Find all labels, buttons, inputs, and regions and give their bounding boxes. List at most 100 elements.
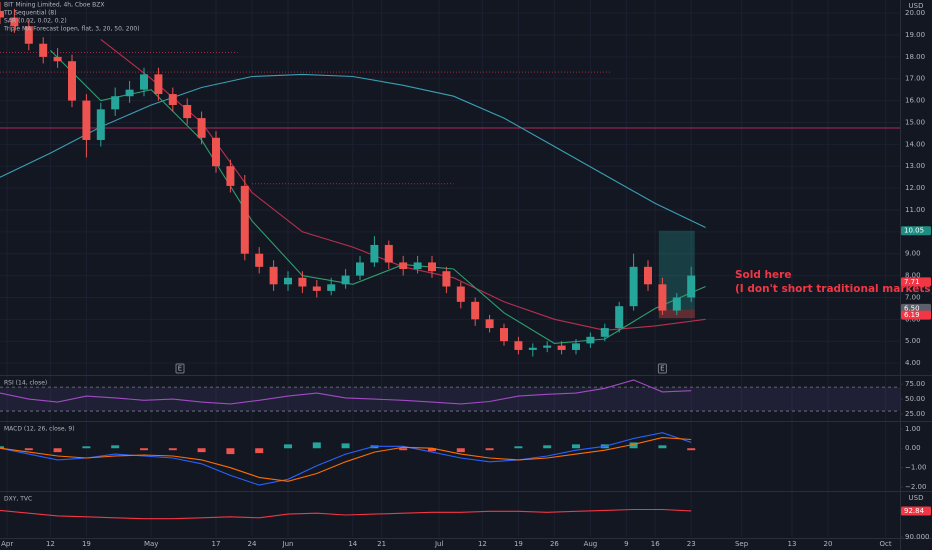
x-tick-label: 12 [478, 540, 487, 548]
x-tick-label: 21 [377, 540, 386, 548]
candle-body [514, 341, 523, 350]
x-tick-label: Sep [735, 540, 749, 548]
macd-histogram-bar [399, 448, 408, 451]
macd-histogram-bar [456, 448, 465, 453]
macd-histogram-bar [53, 448, 62, 453]
marks [0, 2, 900, 520]
candle-body [298, 277, 307, 287]
price-label: 6.19 [904, 311, 920, 319]
candle-body [0, 10, 4, 18]
price-label-box [901, 226, 931, 236]
x-tick-label: 12 [46, 540, 55, 548]
candle-body [240, 185, 249, 254]
y-tick-label: 15.00 [905, 118, 925, 126]
x-tick-label: 14 [348, 540, 357, 548]
indicator-legend: TD Sequential (8) [3, 10, 57, 17]
x-tick-label: 13 [788, 540, 797, 548]
event-marker [175, 363, 185, 374]
x-tick-label: 17 [212, 540, 221, 548]
candle-body [140, 74, 148, 90]
candle-body [399, 262, 408, 270]
rsi-band [0, 387, 900, 412]
x-tick-label: Jul [434, 540, 444, 548]
y-tick-label: −2.00 [905, 483, 926, 491]
macd-histogram-bar [341, 443, 350, 449]
candle-body [543, 345, 552, 348]
candle-body [658, 284, 667, 311]
y-tick-label: 5.00 [905, 337, 921, 345]
candle-body [183, 104, 192, 119]
candle-body [312, 286, 321, 291]
candle-body [370, 244, 379, 263]
price-label-box [901, 310, 931, 320]
macd-histogram-bar [572, 444, 580, 449]
x-tick-label: 20 [824, 540, 833, 548]
price-label-box [901, 303, 931, 313]
x-tick-label: 26 [550, 540, 559, 548]
moving-average [0, 73, 706, 228]
candle-body [557, 345, 566, 350]
candle-body [212, 137, 220, 167]
candle-body [384, 244, 393, 263]
y-tick-label: 19.00 [905, 31, 925, 39]
macd-histogram-bar [226, 448, 235, 455]
macd-histogram-bar [111, 445, 120, 449]
candle-body [687, 275, 696, 298]
candle-body [471, 301, 480, 320]
macd-histogram-bar [312, 442, 321, 449]
x-tick-label: Aug [584, 540, 598, 548]
candle-body [96, 109, 105, 140]
candle-body [168, 94, 177, 105]
macd-histogram-bar [284, 444, 292, 449]
moving-average [50, 49, 706, 344]
macd-line [0, 437, 692, 482]
y-tick-label: 75.00 [905, 380, 925, 388]
price-label: 92.84 [904, 507, 925, 515]
grid [0, 0, 903, 538]
macd-histogram-bar [168, 448, 177, 451]
y-tick-label: 9.00 [905, 250, 921, 258]
candle-body [284, 277, 292, 285]
macd-histogram-bar [687, 448, 696, 451]
x-tick-label: Jun [282, 540, 294, 548]
candle-body [600, 328, 609, 337]
candle-body [255, 253, 264, 267]
macd-histogram-bar [140, 448, 148, 451]
candle-body [528, 347, 537, 350]
annotation: (I don't short traditional markets) [735, 283, 932, 295]
y-tick-label: 16.00 [905, 97, 925, 105]
x-tick-label: 19 [82, 540, 91, 548]
y-tick-label: 7.00 [905, 293, 921, 301]
candle-body [442, 271, 451, 287]
candle-body [68, 61, 76, 101]
candle-body [644, 266, 652, 285]
candle-body [341, 275, 350, 285]
candle-body [53, 56, 62, 62]
rsi-title: RSI (14, close) [4, 380, 47, 387]
candle-body [10, 17, 19, 27]
candle-body [586, 336, 595, 344]
macd-histogram-bar [197, 448, 206, 453]
x-tick-label: 23 [687, 540, 696, 548]
price-label: 6.50 [904, 304, 920, 312]
candle-body [485, 319, 494, 329]
candle-body [327, 284, 336, 291]
price-label-box [901, 277, 931, 287]
macd-histogram-bar [543, 445, 552, 449]
macd-title: MACD (12, 26, close, 9) [4, 426, 75, 433]
candle-body [456, 286, 465, 302]
candle-body [356, 262, 364, 276]
y-tick-label: 4.00 [905, 359, 921, 367]
indicator-legend: SAR (0.02, 0.02, 0.2) [4, 18, 67, 25]
symbol-title: BIT Mining Limited, 4h, Cboe BZX [4, 2, 105, 9]
event-marker [657, 363, 667, 374]
macd-histogram-bar [24, 448, 33, 451]
candle-body [269, 266, 278, 285]
candle-body [615, 306, 624, 329]
macd-histogram-bar [514, 446, 523, 449]
candle-body [24, 26, 33, 44]
candle-body [500, 328, 508, 342]
indicator-line [0, 508, 692, 520]
